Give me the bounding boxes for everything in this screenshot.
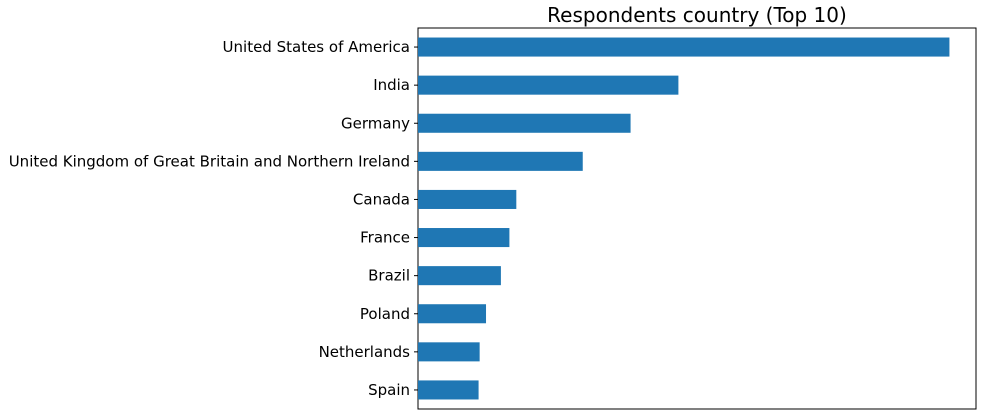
bar-brazil — [418, 266, 501, 286]
y-tick-label: United Kingdom of Great Britain and Nort… — [9, 152, 410, 170]
bar-france — [418, 228, 510, 248]
bar-india — [418, 75, 679, 95]
bar-poland — [418, 304, 487, 324]
y-tick-label: Germany — [341, 114, 410, 132]
bar-spain — [418, 380, 479, 400]
chart-title: Respondents country (Top 10) — [547, 3, 847, 27]
category-labels: United States of America India Germany Unit… — [9, 38, 418, 399]
y-tick-label: United States of America — [223, 38, 410, 56]
bar-canada — [418, 189, 517, 209]
y-tick-label: Brazil — [368, 267, 410, 285]
plot-area-frame — [417, 27, 977, 410]
bars-group — [418, 37, 950, 400]
y-tick-label: Spain — [368, 381, 410, 399]
y-tick-label: Canada — [353, 190, 410, 208]
bar-netherlands — [418, 342, 480, 362]
y-tick-label: Netherlands — [319, 343, 411, 361]
bar-united-kingdom-of-great-britain-and-northern-ireland — [418, 151, 583, 171]
y-tick-label: Poland — [360, 305, 410, 323]
bar-germany — [418, 113, 631, 133]
bar-united-states-of-america — [418, 37, 950, 57]
y-tick-label: India — [373, 76, 410, 94]
y-tick-label: France — [360, 229, 410, 247]
